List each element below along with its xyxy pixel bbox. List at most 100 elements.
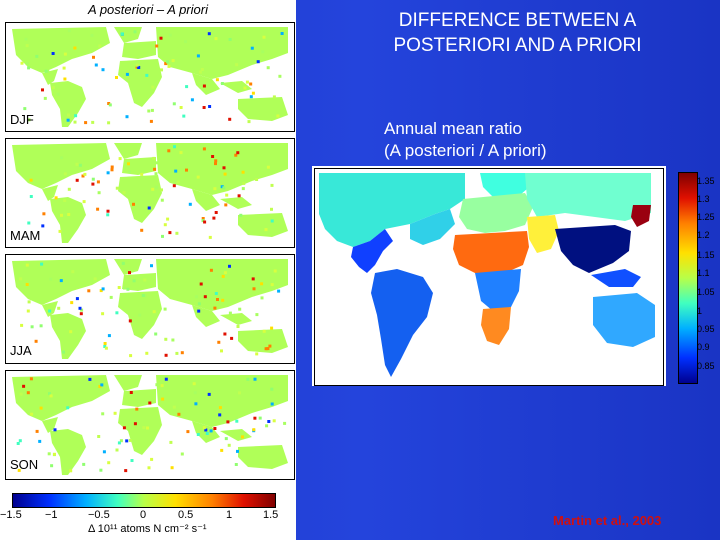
data-cell (34, 339, 38, 343)
continent-shape (114, 143, 142, 159)
map-son (5, 370, 295, 480)
colorbar-tick: 0.5 (178, 509, 194, 521)
data-cell (42, 212, 46, 216)
data-cell (168, 231, 172, 235)
season-label-jja: JJA (10, 343, 32, 358)
data-cell (96, 207, 100, 211)
data-cell (47, 452, 51, 456)
data-cell (79, 312, 83, 316)
data-cell (266, 66, 270, 70)
data-cell (63, 172, 67, 176)
data-cell (172, 184, 176, 188)
data-cell (196, 433, 200, 436)
continent-shape (42, 301, 58, 317)
data-cell (226, 420, 230, 424)
data-cell (30, 325, 34, 329)
data-cell (63, 52, 67, 56)
data-cell (239, 213, 243, 217)
data-cell (127, 162, 130, 166)
data-cell (193, 391, 197, 395)
continent-shape (50, 81, 86, 127)
data-cell (84, 121, 88, 125)
data-cell (115, 448, 119, 452)
data-cell (155, 383, 159, 387)
ratio-tick: 0.85 (697, 361, 715, 371)
data-cell (164, 353, 168, 357)
data-cell (270, 387, 274, 391)
data-cell (130, 459, 134, 462)
data-cell (75, 162, 79, 166)
colorbar-tick: −1.5 (0, 509, 22, 521)
data-cell (277, 289, 281, 293)
data-cell (190, 98, 194, 102)
data-cell (125, 439, 129, 443)
data-cell (268, 344, 272, 348)
colorbar-tick: −1 (45, 509, 58, 521)
ratio-tick: 1.1 (697, 268, 710, 278)
data-cell (154, 172, 158, 176)
data-cell (66, 118, 70, 122)
data-cell (272, 419, 276, 423)
data-cell (255, 313, 259, 317)
data-cell (258, 416, 262, 420)
continent-shape (114, 375, 142, 391)
data-cell (236, 325, 240, 328)
data-cell (80, 308, 84, 312)
ratio-map-subtitle: Annual mean ratio (A posteriori / A prio… (384, 118, 547, 162)
data-cell (143, 294, 147, 298)
continent-shape (156, 375, 288, 427)
data-cell (132, 279, 136, 283)
data-cell (250, 46, 254, 50)
season-label-son: SON (10, 457, 39, 472)
data-cell (163, 223, 167, 227)
data-cell (163, 307, 167, 311)
data-cell (167, 149, 171, 153)
continent-shape (12, 27, 110, 73)
data-cell (26, 391, 30, 395)
data-cell (66, 406, 70, 410)
continent-shape (156, 27, 288, 79)
data-cell (91, 120, 95, 124)
data-cell (104, 346, 108, 350)
data-cell (82, 200, 86, 204)
data-cell (177, 412, 181, 416)
continent-shape (50, 197, 86, 243)
data-cell (107, 102, 111, 105)
data-cell (255, 352, 259, 356)
data-cell (251, 279, 255, 283)
data-cell (218, 413, 222, 417)
data-cell (147, 466, 151, 470)
data-cell (266, 165, 270, 169)
data-cell (107, 461, 111, 465)
data-cell (241, 435, 244, 439)
citation: Martin et al., 2003 (553, 513, 662, 528)
data-cell (135, 407, 139, 411)
colorbar-units-label: Δ 10¹¹ atoms N cm⁻² s⁻¹ (88, 523, 207, 535)
data-cell (260, 296, 264, 300)
data-cell (75, 297, 79, 301)
data-cell (98, 385, 102, 388)
data-cell (56, 92, 60, 96)
map-djf (5, 22, 295, 132)
region-north-america (319, 173, 465, 247)
data-cell (97, 435, 101, 438)
ratio-tick: 0.95 (697, 324, 715, 334)
data-cell (60, 213, 63, 217)
data-cell (213, 306, 217, 310)
data-cell (92, 55, 95, 59)
region-southeast-asia (591, 269, 641, 287)
data-cell (48, 309, 52, 313)
data-cell (117, 441, 121, 445)
data-cell (106, 209, 110, 213)
data-cell (70, 301, 74, 305)
data-cell (138, 313, 142, 317)
data-cell (203, 220, 207, 224)
data-cell (184, 40, 187, 44)
data-cell (175, 231, 179, 235)
data-cell (128, 438, 132, 442)
data-cell (57, 306, 61, 310)
continent-shape (42, 185, 58, 201)
data-cell (208, 235, 212, 239)
region-north-africa (453, 231, 529, 273)
data-cell (41, 88, 44, 92)
